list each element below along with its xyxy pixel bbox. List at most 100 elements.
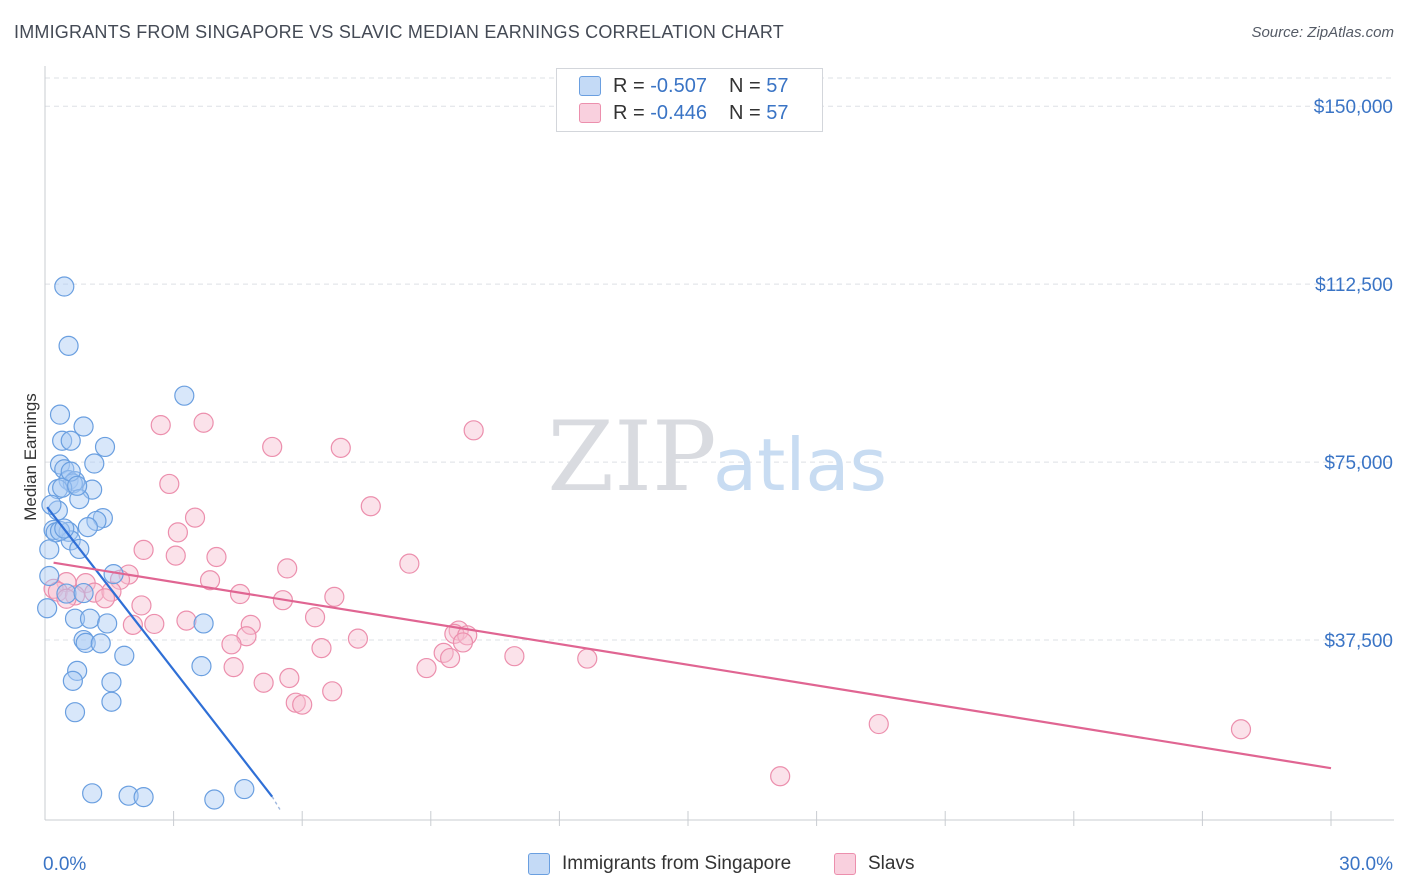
data-point-singapore <box>79 608 101 629</box>
data-point-slavs <box>277 558 298 579</box>
y-tick-label: $150,000 <box>1314 97 1393 118</box>
data-point-singapore <box>77 517 98 538</box>
data-point-singapore <box>84 453 105 474</box>
series-singapore <box>37 276 255 810</box>
data-point-singapore <box>39 539 60 560</box>
trend-lines <box>46 506 1332 812</box>
chart-title: IMMIGRANTS FROM SINGAPORE VS SLAVIC MEDI… <box>14 22 784 42</box>
x-tick-label-max: 30.0% <box>1339 854 1393 875</box>
watermark-atlas: atlas <box>713 423 887 507</box>
data-point-slavs <box>84 582 105 603</box>
data-point-slavs <box>311 638 332 659</box>
trend-line-singapore <box>46 506 274 798</box>
bottom-legend-slavs: Slavs <box>834 850 914 878</box>
bottom-legend-label: Immigrants from Singapore <box>562 853 792 874</box>
data-point-singapore <box>73 582 94 604</box>
watermark-zip: ZIP <box>547 401 716 513</box>
legend-row-singapore: R = -0.507 N = 57 <box>579 74 788 98</box>
data-point-slavs <box>279 667 300 689</box>
y-tick-label: $37,500 <box>1324 631 1393 652</box>
data-point-slavs <box>770 766 791 787</box>
legend-n-value: 57 <box>766 74 789 97</box>
data-point-slavs <box>94 588 116 609</box>
data-point-singapore <box>75 632 96 654</box>
legend-r-value: -0.507 <box>650 74 707 97</box>
data-point-singapore <box>82 783 103 804</box>
data-point-slavs <box>131 595 152 616</box>
data-point-slavs <box>452 632 474 653</box>
data-point-slavs <box>360 496 381 517</box>
tick-labels: $37,500 $75,000 $112,500 $150,000 0.0% 30.0% <box>43 97 1393 875</box>
data-point-singapore <box>67 660 88 681</box>
data-point-slavs <box>399 553 420 574</box>
trend-line-singapore-extension <box>271 796 282 812</box>
data-point-slavs <box>144 613 165 635</box>
data-point-singapore <box>49 404 71 425</box>
data-point-singapore <box>114 645 135 666</box>
data-point-singapore <box>58 335 79 356</box>
data-point-slavs <box>193 412 214 433</box>
data-point-slavs <box>206 546 227 568</box>
legend-r-label: R = <box>613 74 645 97</box>
data-point-slavs <box>159 473 180 495</box>
x-tick-label-min: 0.0% <box>43 854 86 875</box>
legend-swatch-blue <box>579 76 601 96</box>
data-point-singapore <box>101 672 122 693</box>
data-point-slavs <box>176 610 197 631</box>
correlation-legend: R = -0.507 N = 57 R = -0.446 N = 57 <box>556 68 823 132</box>
data-point-slavs <box>240 614 261 635</box>
data-point-slavs <box>504 646 525 667</box>
data-point-slavs <box>1230 719 1252 740</box>
data-point-slavs <box>184 507 206 528</box>
data-point-singapore <box>60 430 81 451</box>
data-point-slavs <box>463 420 484 441</box>
data-point-singapore <box>97 613 118 634</box>
data-point-singapore <box>193 613 214 634</box>
bottom-legend-swatch-pink <box>834 853 856 875</box>
data-point-slavs <box>577 648 598 669</box>
trend-line-slavs <box>53 561 1332 770</box>
legend-r-label: R = <box>613 101 645 124</box>
data-point-slavs <box>304 607 326 628</box>
data-point-singapore <box>94 436 116 458</box>
data-point-slavs <box>347 628 369 649</box>
data-point-slavs <box>292 694 313 715</box>
data-point-slavs <box>122 614 143 635</box>
data-point-singapore <box>56 583 77 604</box>
data-point-slavs <box>439 647 461 669</box>
data-point-slavs <box>324 586 345 607</box>
data-point-slavs <box>253 672 274 693</box>
data-point-singapore <box>67 475 88 496</box>
data-point-singapore <box>174 385 195 406</box>
data-point-slavs <box>165 545 186 566</box>
data-point-singapore <box>52 477 73 498</box>
data-point-singapore <box>118 785 139 806</box>
data-point-slavs <box>199 570 221 591</box>
data-point-slavs <box>322 681 343 702</box>
data-point-singapore <box>90 633 111 654</box>
axes <box>44 66 1394 826</box>
legend-swatch-pink <box>579 103 601 123</box>
watermark: ZIP atlas <box>547 401 887 513</box>
data-point-slavs <box>444 623 465 644</box>
data-point-slavs <box>868 713 889 735</box>
data-point-singapore <box>73 629 94 651</box>
data-point-singapore <box>234 778 255 800</box>
bottom-legend-singapore: Immigrants from Singapore <box>528 850 791 878</box>
data-point-singapore <box>64 608 86 629</box>
data-point-singapore <box>52 430 73 451</box>
data-point-singapore <box>204 789 225 810</box>
data-point-slavs <box>47 581 68 602</box>
data-point-singapore <box>37 598 58 619</box>
source-label: Source: ZipAtlas.com <box>1251 24 1394 41</box>
legend-n-value: 57 <box>766 101 789 124</box>
legend-n-label: N = <box>728 74 761 97</box>
data-point-slavs <box>167 522 188 543</box>
data-point-singapore <box>191 656 212 677</box>
data-point-slavs <box>150 414 171 436</box>
legend-r-value: -0.446 <box>650 101 707 124</box>
y-tick-label: $112,500 <box>1315 275 1393 296</box>
data-point-slavs <box>416 657 437 679</box>
data-point-slavs <box>330 437 351 458</box>
